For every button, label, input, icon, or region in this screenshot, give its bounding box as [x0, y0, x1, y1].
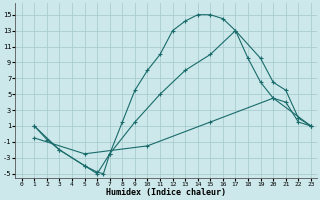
X-axis label: Humidex (Indice chaleur): Humidex (Indice chaleur)	[106, 188, 226, 197]
